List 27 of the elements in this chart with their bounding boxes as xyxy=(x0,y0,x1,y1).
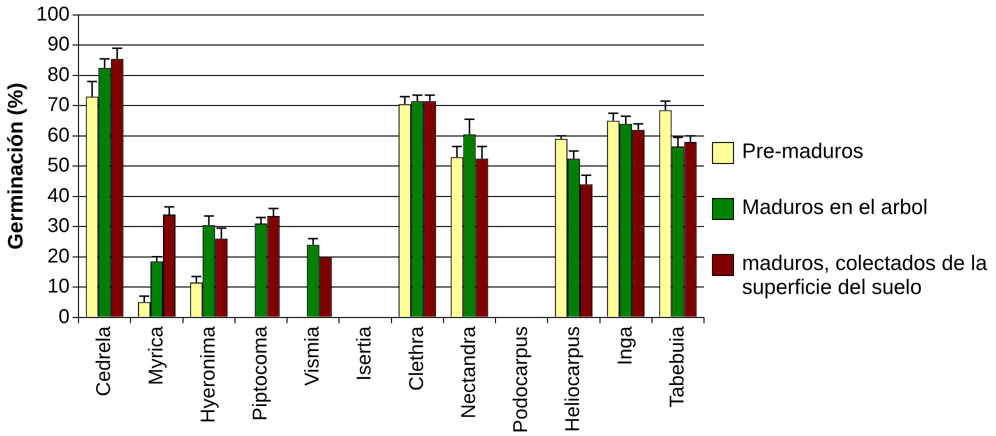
y-tick-label: 70 xyxy=(47,94,70,116)
x-tick-label: Heliocarpus xyxy=(562,326,584,432)
y-tick-label: 60 xyxy=(47,124,70,146)
x-tick-label: Vismia xyxy=(302,325,324,386)
x-tick-label: Piptocoma xyxy=(250,325,272,421)
y-tick-label: 90 xyxy=(47,34,70,56)
x-tick-label: Inga xyxy=(614,325,636,366)
y-axis-title: Germinación (%) xyxy=(4,82,28,250)
y-tick-label: 10 xyxy=(47,276,70,298)
y-tick-label: 30 xyxy=(47,215,70,238)
x-tick-label: Hyeronima xyxy=(197,325,220,423)
legend-label: Maduros en el arbol xyxy=(742,196,928,220)
x-tick-label: Podocarpus xyxy=(510,326,532,434)
legend-label: maduros, colectados de la superficie del suelo xyxy=(742,252,988,300)
x-tick-label: Isertia xyxy=(354,325,376,381)
y-tick-label: 80 xyxy=(47,64,70,86)
x-tick-label: Myrica xyxy=(145,325,168,386)
y-tick-label: 100 xyxy=(36,4,70,26)
y-tick-label: 20 xyxy=(47,245,70,268)
x-tick-label: Nectandra xyxy=(458,325,480,419)
x-tick-label: Tabebuia xyxy=(666,325,688,408)
y-tick-label: 50 xyxy=(47,154,70,177)
x-tick-label: Cedrela xyxy=(93,325,116,396)
y-tick-label: 0 xyxy=(58,306,70,328)
x-tick-label: Clethra xyxy=(406,325,428,391)
legend-label: Pre-maduros xyxy=(742,140,864,164)
y-tick-label: 40 xyxy=(47,184,70,207)
